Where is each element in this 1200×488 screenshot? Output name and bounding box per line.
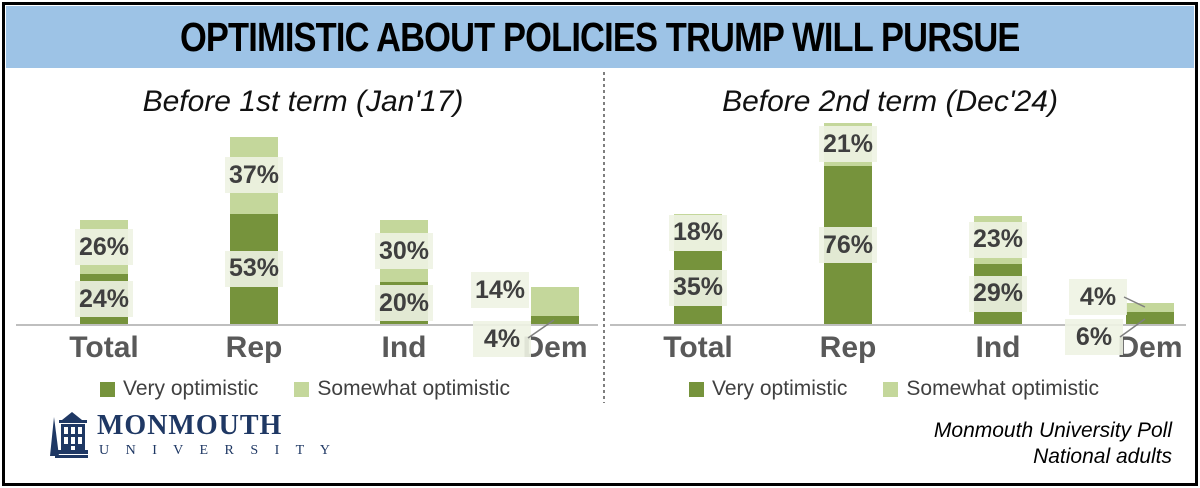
logo-name: MONMOUTH [97,410,283,441]
legend-item-somewhat-optimistic: Somewhat optimistic [883,377,1099,401]
logo-text: MONMOUTH U N I V E R S I T Y [97,412,336,460]
bar-dem [531,286,579,324]
category-label-ind: Ind [381,331,427,364]
legend-left-panel: Very optimistic Somewhat optimistic [10,377,600,401]
source-line-poll: Monmouth University Poll [933,419,1172,442]
legend-label-somewhat: Somewhat optimistic [906,377,1099,400]
bar-dem [1126,303,1174,324]
data-label-very: 20% [375,285,433,322]
legend-swatch-somewhat-icon [883,381,899,397]
data-label-somewhat: 37% [225,157,283,194]
data-label-somewhat: 4% [1069,279,1127,315]
x-axis-line-right-panel [610,324,1186,326]
data-label-very: 29% [969,275,1027,312]
university-building-icon [50,412,88,458]
panel-header-before-1st-term: Before 1st term (Jan'17) [142,85,464,118]
category-label-ind: Ind [975,331,1021,364]
bar-segment-somewhat-optimistic [1126,303,1174,312]
source-attribution: Monmouth University Poll National adults [934,418,1172,470]
panel-header-before-2nd-term: Before 2nd term (Dec'24) [722,85,1058,118]
legend-label-somewhat: Somewhat optimistic [317,377,510,400]
data-label-very: 35% [669,269,727,306]
bar-segment-very-optimistic [531,315,579,324]
category-label-rep: Rep [819,331,877,364]
title-bar: OPTIMISTIC ABOUT POLICIES TRUMP WILL PUR… [6,6,1194,68]
data-label-very: 53% [225,250,283,287]
data-label-very: 76% [819,227,877,264]
bar-segment-somewhat-optimistic [531,286,579,316]
source-line-sample: National adults [1033,445,1172,468]
panel-divider-dashed-line [603,72,605,403]
legend-item-very-optimistic: Very optimistic [689,377,847,401]
data-label-very: 4% [473,321,531,357]
data-label-somewhat: 21% [819,126,877,163]
legend-item-very-optimistic: Very optimistic [100,377,258,401]
category-label-rep: Rep [225,331,283,364]
legend-swatch-very-icon [100,381,116,397]
legend-item-somewhat-optimistic: Somewhat optimistic [294,377,510,401]
legend-right-panel: Very optimistic Somewhat optimistic [602,377,1186,401]
x-axis-line-left-panel [16,324,598,326]
data-label-somewhat: 18% [669,214,727,251]
legend-swatch-very-icon [689,381,705,397]
data-label-somewhat: 30% [375,233,433,270]
bar-segment-very-optimistic [1126,311,1174,324]
data-label-somewhat: 14% [471,272,529,308]
data-label-somewhat: 26% [75,229,133,266]
data-label-very: 24% [75,281,133,318]
chart-title: OPTIMISTIC ABOUT POLICIES TRUMP WILL PUR… [180,13,1020,60]
legend-swatch-somewhat-icon [294,381,310,397]
category-label-total: Total [663,331,733,364]
legend-label-very: Very optimistic [712,377,848,400]
data-label-somewhat: 23% [969,221,1027,258]
category-label-total: Total [69,331,139,364]
legend-label-very: Very optimistic [123,377,259,400]
data-label-very: 6% [1065,319,1123,355]
monmouth-university-logo: MONMOUTH U N I V E R S I T Y [48,410,336,462]
logo-subtitle: U N I V E R S I T Y [99,443,337,458]
